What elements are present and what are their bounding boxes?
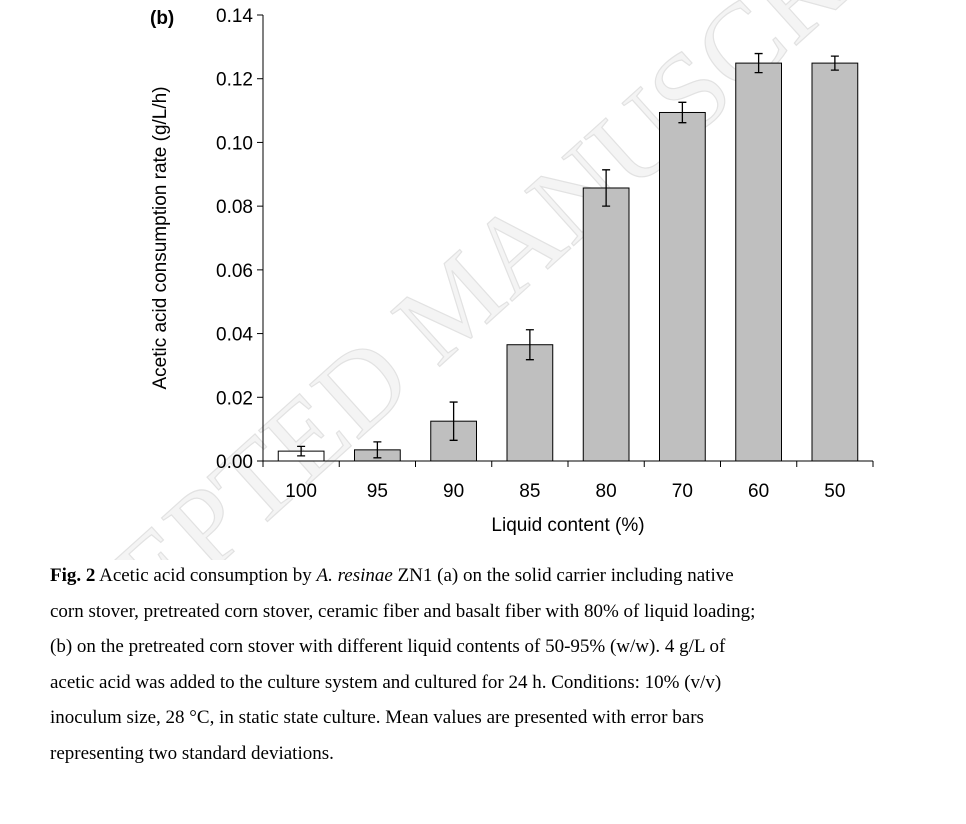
caption-text: A. resinae: [316, 565, 393, 586]
x-tick-label: 60: [748, 481, 769, 502]
y-tick-label: 0.06: [216, 261, 253, 282]
caption-line: Fig. 2 Acetic acid consumption by A. res…: [50, 565, 734, 587]
y-axis-title: Acetic acid consumption rate (g/L/h): [150, 86, 171, 389]
x-tick-label: 70: [672, 481, 693, 502]
y-tick-label: 0.00: [216, 452, 253, 473]
x-tick-label: 50: [824, 481, 845, 502]
caption-line: corn stover, pretreated corn stover, cer…: [50, 601, 755, 623]
x-tick-label: 100: [285, 481, 317, 502]
caption-text: inoculum size, 28 °C, in static state cu…: [50, 707, 704, 728]
chart: ACCEPTED MANUSCRIPT (b) Liquid content (…: [0, 0, 966, 560]
y-tick-label: 0.02: [216, 388, 253, 409]
x-tick-label: 80: [596, 481, 617, 502]
error-bar: [449, 401, 458, 441]
bar: [735, 62, 782, 462]
x-axis-title: Liquid content (%): [491, 515, 644, 536]
error-bar: [602, 169, 611, 207]
y-tick-label: 0.10: [216, 133, 253, 154]
bar: [506, 344, 554, 462]
caption-text: acetic acid was added to the culture sys…: [50, 671, 722, 693]
panel-label: (b): [150, 8, 174, 29]
y-tick-label: 0.14: [216, 6, 253, 27]
bar: [659, 111, 706, 462]
caption-text: Acetic acid consumption by: [95, 565, 317, 586]
caption-text: ZN1 (a) on the solid carrier including n…: [392, 565, 734, 586]
caption-line: (b) on the pretreated corn stover with d…: [50, 636, 725, 658]
caption-text: (b) on the pretreated corn stover with d…: [50, 636, 726, 657]
bar: [811, 62, 859, 462]
caption-text: Fig. 2: [50, 565, 96, 586]
y-tick-label: 0.08: [216, 197, 253, 218]
y-tick-label: 0.12: [216, 70, 253, 91]
y-tick-label: 0.04: [216, 325, 253, 346]
caption-text: representing two standard deviations.: [50, 742, 334, 764]
caption-text: corn stover, pretreated corn stover, cer…: [50, 600, 756, 622]
bar: [582, 187, 630, 462]
caption-line: acetic acid was added to the culture sys…: [50, 672, 721, 694]
error-bar: [830, 55, 839, 71]
error-bar: [754, 52, 763, 74]
error-bar: [373, 441, 382, 459]
caption-line: inoculum size, 28 °C, in static state cu…: [50, 707, 704, 729]
x-tick-label: 95: [367, 481, 388, 502]
error-bar: [297, 445, 306, 457]
x-tick-label: 90: [443, 481, 464, 502]
x-tick-label: 85: [519, 481, 540, 502]
error-bar: [525, 329, 534, 361]
error-bar: [678, 101, 687, 124]
caption-line: representing two standard deviations.: [50, 743, 334, 765]
